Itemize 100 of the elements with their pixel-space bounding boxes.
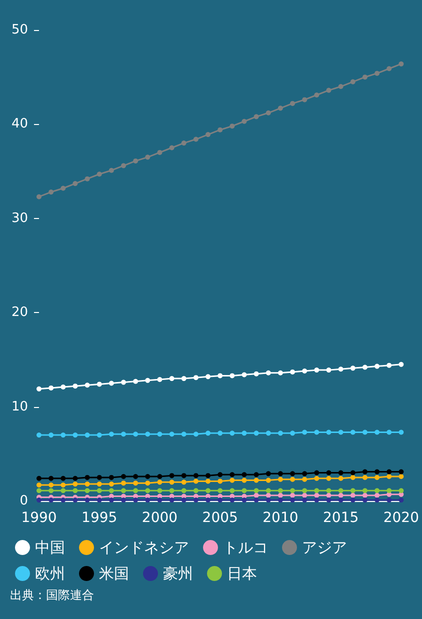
point <box>169 480 174 485</box>
point <box>338 488 344 494</box>
point <box>84 176 90 182</box>
point <box>84 474 90 480</box>
point <box>278 430 283 436</box>
legend-label: アジア <box>302 538 347 556</box>
point <box>326 470 332 476</box>
x-tick-label: 2020 <box>383 510 420 526</box>
point <box>157 480 162 485</box>
point <box>290 492 296 498</box>
point <box>108 474 114 480</box>
point <box>230 478 235 483</box>
point <box>108 380 114 386</box>
point <box>386 430 392 435</box>
point <box>193 473 198 478</box>
point <box>266 478 271 483</box>
point <box>36 194 42 200</box>
point <box>290 369 296 374</box>
x-tick-label: 2010 <box>262 510 298 526</box>
point <box>242 478 247 483</box>
point <box>266 498 271 503</box>
point <box>133 432 138 437</box>
point <box>133 480 138 486</box>
point <box>338 492 344 498</box>
point <box>242 498 247 503</box>
point <box>362 492 368 498</box>
point <box>157 488 162 494</box>
point <box>338 366 344 372</box>
point <box>302 498 308 503</box>
legend-label: 日本 <box>227 564 257 582</box>
point <box>218 488 223 494</box>
point <box>374 498 380 503</box>
point <box>290 498 296 503</box>
point <box>48 385 54 390</box>
point <box>60 432 66 438</box>
point <box>133 498 138 503</box>
point <box>72 482 78 487</box>
point <box>218 478 223 484</box>
point <box>121 488 126 494</box>
point <box>350 470 356 476</box>
point <box>169 473 174 478</box>
point <box>278 476 283 482</box>
point <box>145 498 150 503</box>
point <box>362 430 368 435</box>
point <box>278 488 283 494</box>
point <box>181 488 186 494</box>
point <box>72 476 78 481</box>
point <box>169 432 174 437</box>
point <box>362 469 368 474</box>
point <box>326 488 332 494</box>
point <box>193 375 198 380</box>
point <box>278 106 283 111</box>
point <box>133 474 138 480</box>
point <box>350 430 356 435</box>
point <box>169 376 174 382</box>
point <box>206 473 211 478</box>
point <box>362 488 368 494</box>
point <box>338 476 344 481</box>
point <box>230 488 235 494</box>
point <box>362 474 368 480</box>
point <box>266 492 271 498</box>
point <box>60 488 66 494</box>
point <box>302 471 308 476</box>
point <box>145 480 150 486</box>
point <box>266 370 271 376</box>
point <box>157 376 162 382</box>
point <box>242 372 247 378</box>
point <box>314 476 320 481</box>
point <box>302 492 308 498</box>
point <box>242 118 247 124</box>
point <box>230 430 235 436</box>
point <box>121 480 126 486</box>
point <box>206 478 211 484</box>
point <box>350 366 356 371</box>
point <box>362 74 368 80</box>
point <box>242 488 247 494</box>
point <box>193 488 198 494</box>
point <box>193 498 198 503</box>
x-tick-label: 2000 <box>142 510 178 526</box>
point <box>398 469 404 474</box>
point <box>36 482 42 488</box>
point <box>314 368 320 373</box>
point <box>48 498 54 503</box>
point <box>84 498 90 503</box>
point <box>169 145 174 150</box>
point <box>121 380 126 385</box>
point <box>206 430 211 436</box>
source-note: 出典：国際連合 <box>10 588 94 602</box>
y-tick-label: 20 <box>11 305 28 320</box>
point <box>84 482 90 487</box>
point <box>374 364 380 369</box>
point <box>398 488 404 494</box>
point <box>338 470 344 476</box>
point <box>386 498 392 503</box>
point <box>338 430 344 435</box>
point <box>157 150 162 155</box>
point <box>157 498 162 503</box>
point <box>314 498 320 503</box>
point <box>266 430 271 436</box>
legend-label: 米国 <box>99 564 129 582</box>
